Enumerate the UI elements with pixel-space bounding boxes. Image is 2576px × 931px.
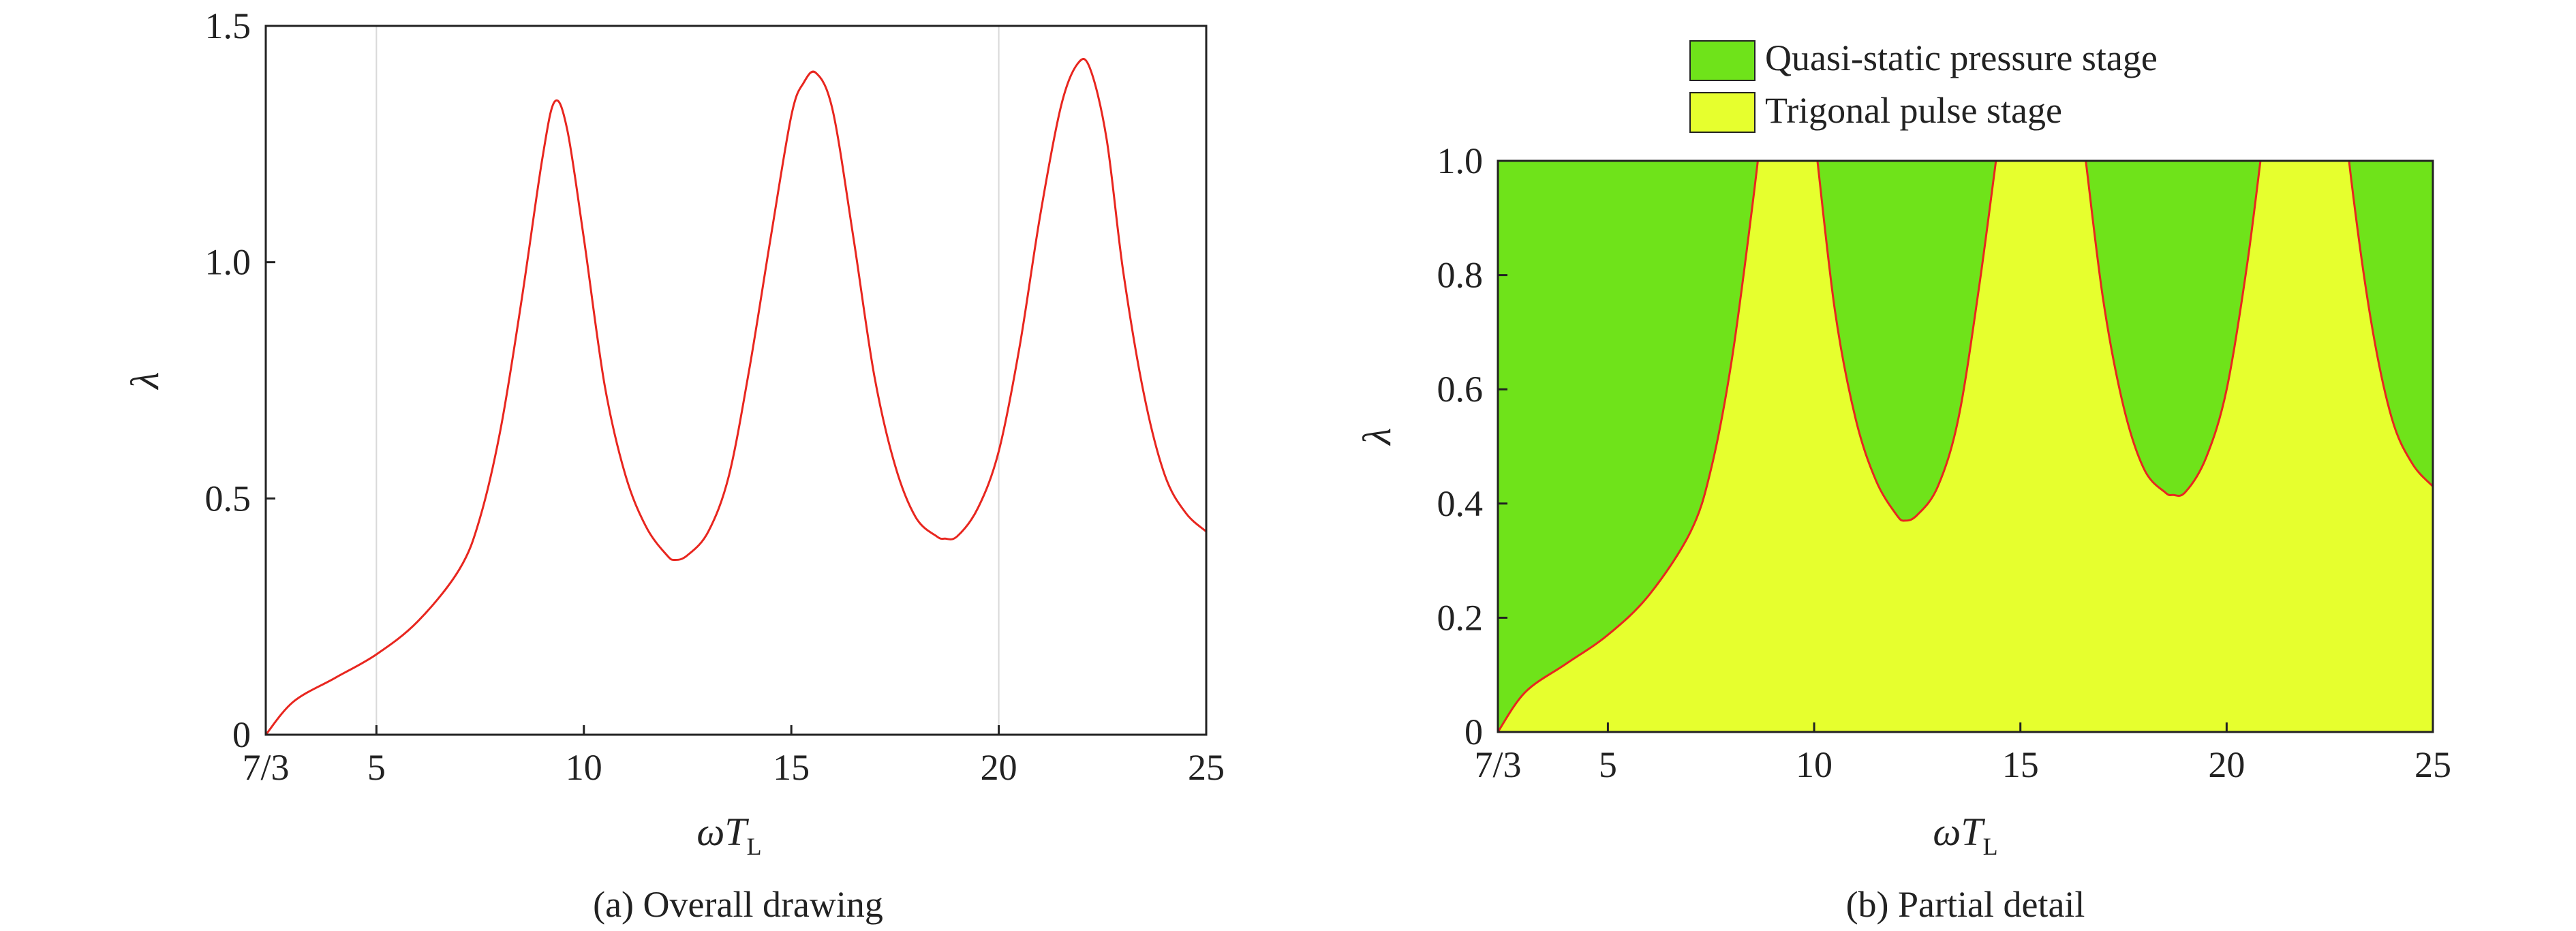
panel-b-x-tick-label: 15 [2002,744,2039,785]
panel-a-y-tick-label: 1.5 [205,5,251,46]
panel-a-x-tick-label: 5 [367,747,386,788]
panel-b-boundary-line [1498,161,2433,732]
panel-b-x-tick-label: 10 [1796,744,1833,785]
panel-b-x-axis-title-main: ωT [1933,810,1985,854]
panel-a-y-ticks: 0 0.5 1.0 1.5 [205,5,275,755]
panel-a-x-tick-label: 15 [773,747,810,788]
panel-a-x-tick-label: 10 [566,747,602,788]
panel-b: 7/3 5 10 15 20 25 0 0.2 0.4 0.6 0.8 1.0 Quasi-stat… [1355,37,2451,925]
panel-a-x-axis-title: ωTL [696,810,761,860]
panel-a-x-ticks: 7/3 5 10 15 20 25 [242,725,1225,788]
panel-a-y-tick-label: 0 [232,714,251,755]
panel-a: 7/3 5 10 15 20 25 0 0.5 1.0 1.5 ωTL λ (a) Overal… [123,5,1225,925]
legend-item-quasi-static: Quasi-static pressure stage [1689,37,2158,81]
panel-b-x-ticks: 7/3 5 10 15 20 25 [1474,722,2451,785]
panel-b-y-tick-label: 0.6 [1437,369,1484,410]
panel-b-x-axis-title-sub: L [1983,833,1998,860]
panel-b-x-tick-label: 20 [2208,744,2245,785]
panel-a-series-line [264,58,1208,735]
legend-swatch-trigonal-pulse [1689,92,1755,133]
legend-swatch-quasi-static [1689,40,1755,81]
panel-b-x-tick-label: 25 [2414,744,2451,785]
panel-a-caption: (a) Overall drawing [593,884,883,925]
legend-label-trigonal-pulse: Trigonal pulse stage [1765,90,2062,131]
panel-b-y-tick-label: 0 [1465,712,1483,752]
panel-a-x-axis-title-main: ωT [696,810,749,854]
panel-b-x-tick-label: 7/3 [1474,744,1521,785]
panel-a-plot-frame [264,25,1208,736]
panel-a-y-tick-label: 0.5 [205,478,251,519]
panel-a-gridlines [375,26,1000,735]
panel-b-x-axis-title: ωTL [1933,810,1997,860]
panel-b-lower-region [1498,161,2433,732]
panel-b-y-axis-title: λ [1355,427,1399,446]
panel-a-x-tick-label: 25 [1188,747,1225,788]
panel-a-y-tick-label: 1.0 [205,242,251,283]
panel-a-x-tick-label: 20 [981,747,1017,788]
legend-label-quasi-static: Quasi-static pressure stage [1765,37,2158,78]
panel-b-caption: (b) Partial detail [1846,884,2085,925]
panel-a-x-axis-title-sub: L [747,833,762,860]
panel-b-x-tick-label: 5 [1599,744,1617,785]
panel-a-y-axis-title: λ [123,371,167,390]
legend-item-trigonal-pulse: Trigonal pulse stage [1689,90,2062,133]
panel-b-y-ticks: 0 0.2 0.4 0.6 0.8 1.0 [1437,140,1507,752]
panel-b-y-tick-label: 0.8 [1437,255,1484,296]
panel-a-x-tick-label: 7/3 [242,747,289,788]
panel-b-y-tick-label: 1.0 [1437,140,1484,181]
panel-b-y-tick-label: 0.2 [1437,597,1484,638]
panel-b-y-tick-label: 0.4 [1437,483,1484,524]
panel-b-plot-frame [1497,159,2434,733]
panel-b-legend: Quasi-static pressure stage Trigonal pul… [1689,37,2158,133]
